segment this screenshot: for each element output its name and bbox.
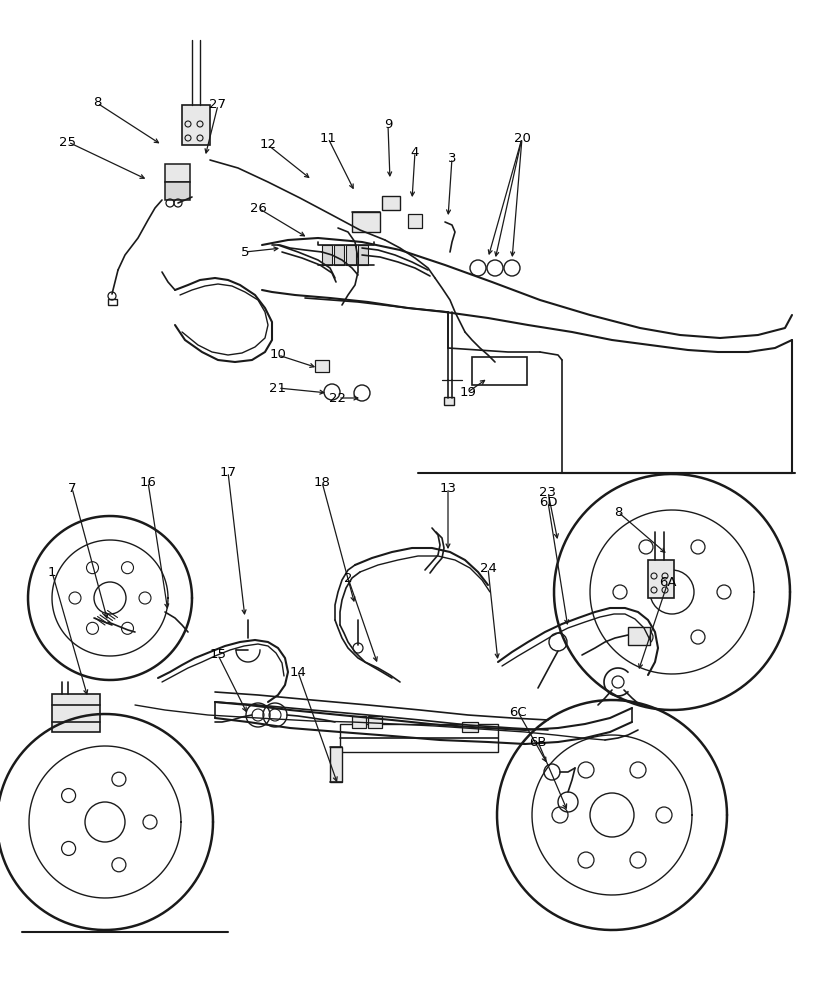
- Text: 23: 23: [539, 486, 557, 498]
- Bar: [52, 694, 100, 732]
- Text: 6B: 6B: [530, 736, 547, 748]
- Bar: [358, 245, 368, 265]
- Text: 3: 3: [448, 151, 456, 164]
- Text: 18: 18: [313, 476, 330, 488]
- Bar: [340, 724, 498, 752]
- Text: 17: 17: [220, 466, 237, 479]
- Text: 1: 1: [48, 566, 56, 578]
- Text: 7: 7: [68, 482, 76, 494]
- Text: 12: 12: [259, 138, 277, 151]
- Bar: [462, 722, 478, 732]
- Bar: [165, 164, 190, 182]
- Text: 26: 26: [250, 202, 267, 215]
- Bar: [108, 299, 117, 305]
- Bar: [165, 182, 190, 200]
- Bar: [648, 560, 674, 598]
- Text: 27: 27: [210, 99, 227, 111]
- Text: 20: 20: [513, 131, 530, 144]
- Text: 22: 22: [330, 391, 347, 404]
- Text: 19: 19: [459, 385, 477, 398]
- Text: 8: 8: [614, 506, 622, 518]
- Bar: [444, 397, 454, 405]
- Bar: [334, 245, 344, 265]
- Text: 2: 2: [344, 572, 353, 584]
- Text: 6A: 6A: [659, 576, 676, 588]
- Text: 21: 21: [269, 381, 286, 394]
- Text: 9: 9: [384, 118, 392, 131]
- Text: 16: 16: [140, 476, 157, 488]
- Text: 15: 15: [210, 648, 227, 662]
- Text: 25: 25: [60, 135, 77, 148]
- Bar: [182, 105, 210, 145]
- Bar: [628, 627, 650, 645]
- Text: 14: 14: [290, 666, 307, 678]
- Bar: [382, 196, 400, 210]
- Bar: [322, 245, 332, 265]
- Bar: [368, 716, 382, 728]
- Text: 5: 5: [241, 245, 249, 258]
- Bar: [408, 214, 422, 228]
- Text: 6C: 6C: [509, 706, 527, 718]
- Text: 8: 8: [93, 97, 101, 109]
- Bar: [346, 245, 356, 265]
- Text: 13: 13: [440, 482, 456, 494]
- Bar: [472, 357, 527, 385]
- Text: 10: 10: [269, 349, 286, 361]
- Bar: [352, 716, 366, 728]
- Bar: [352, 212, 380, 232]
- Text: 6D: 6D: [539, 495, 557, 508]
- Text: 24: 24: [480, 562, 496, 574]
- Bar: [315, 360, 329, 372]
- Text: 4: 4: [410, 145, 419, 158]
- Bar: [330, 747, 342, 782]
- Text: 11: 11: [320, 131, 336, 144]
